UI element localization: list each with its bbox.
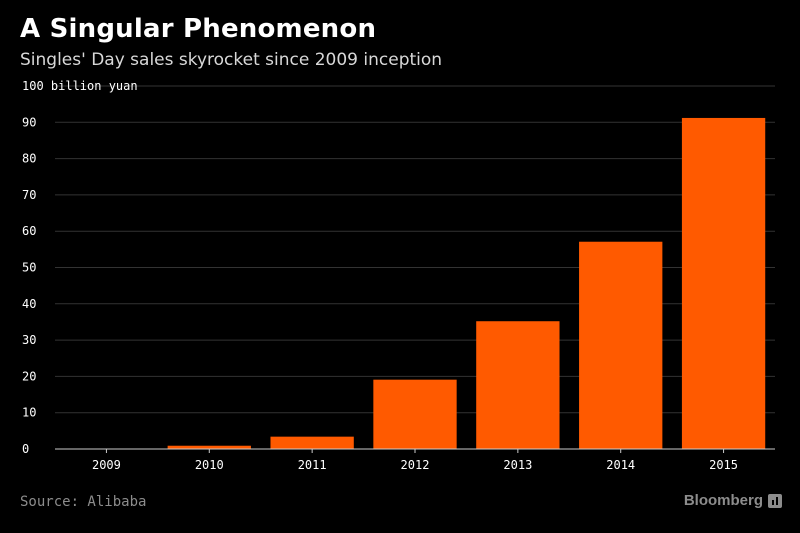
y-tick-label: 20 <box>22 369 36 383</box>
bar <box>270 436 354 449</box>
y-tick-label: 80 <box>22 152 36 166</box>
y-tick-label: 50 <box>22 261 36 275</box>
chart-subtitle: Singles' Day sales skyrocket since 2009 … <box>20 50 443 70</box>
x-tick-label: 2011 <box>298 458 327 472</box>
x-tick-label: 2013 <box>503 458 532 472</box>
y-tick-label: 30 <box>22 333 36 347</box>
y-tick-label: 70 <box>22 188 36 202</box>
chart-title: A Singular Phenomenon <box>20 14 377 44</box>
x-tick-label: 2014 <box>606 458 635 472</box>
y-tick-label: 90 <box>22 115 36 129</box>
brand-name: Bloomberg <box>683 492 763 509</box>
bloomberg-chart-icon <box>768 493 782 508</box>
bloomberg-logo: Bloomberg <box>684 492 782 509</box>
x-tick-label: 2012 <box>401 458 430 472</box>
bar <box>167 445 251 449</box>
bar <box>373 379 457 449</box>
x-tick-label: 2009 <box>92 458 121 472</box>
y-tick-label: 0 <box>22 442 29 456</box>
grid-layer <box>55 85 775 414</box>
x-tick-label: 2010 <box>195 458 224 472</box>
bar <box>681 117 766 449</box>
y-tick-label: 100 billion yuan <box>22 79 138 93</box>
source-note: Source: Alibaba <box>20 494 147 510</box>
axis-layer: 0 10 20 30 40 50 60 70 80 90 100 billion yuan 2009 2… <box>22 79 775 472</box>
y-tick-label: 40 <box>22 297 36 311</box>
y-tick-label: 60 <box>22 224 36 238</box>
x-tick-label: 2015 <box>709 458 738 472</box>
bar <box>579 241 663 449</box>
y-tick-label: 10 <box>22 406 36 420</box>
bar-layer <box>64 117 766 449</box>
bar <box>476 321 560 449</box>
